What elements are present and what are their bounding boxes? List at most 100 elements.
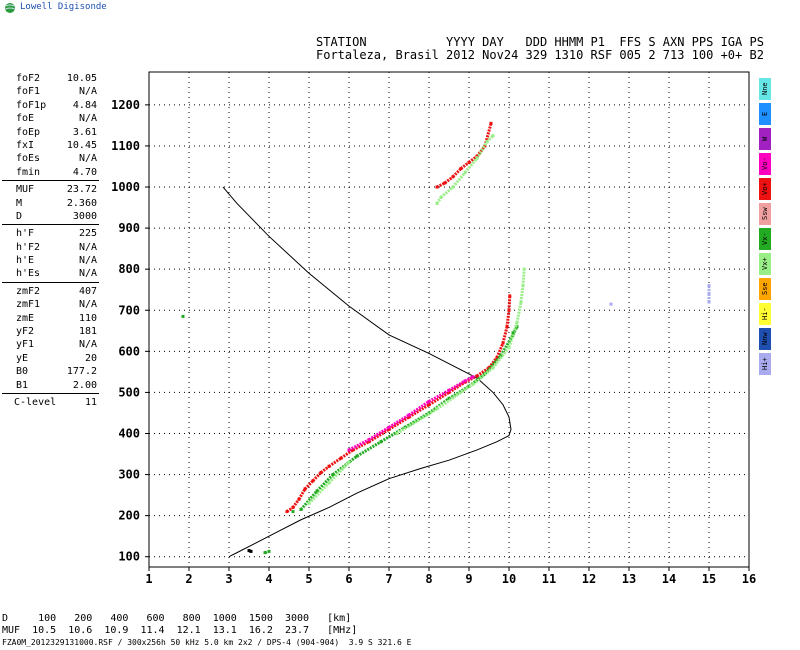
brand-logo: Lowell Digisonde <box>4 0 107 14</box>
param-row-foep: foEp 3.61 <box>2 126 99 139</box>
param-value: 10.45 <box>66 139 97 151</box>
echo-trace <box>264 549 270 555</box>
echo-trace <box>297 488 307 500</box>
x-tick-label: 15 <box>702 572 716 586</box>
param-row-h-f: h'F 225 <box>2 227 99 240</box>
param-value: 225 <box>78 228 97 240</box>
echo-trace <box>507 322 519 348</box>
param-name: h'F2 <box>16 241 41 253</box>
echo-trace <box>380 426 406 443</box>
param-row-yf2: yF2 181 <box>2 325 99 338</box>
legend-item-hiplus: Hi+ <box>759 353 771 375</box>
echo-trace <box>460 161 470 170</box>
echo-trace <box>444 175 454 185</box>
echo-trace <box>307 481 331 505</box>
param-value: N/A <box>78 153 97 165</box>
param-row-d: D 3000 <box>2 210 99 223</box>
param-row-zme: zmE 110 <box>2 312 99 325</box>
plot-frame <box>148 71 750 568</box>
echo-trace <box>327 461 351 484</box>
y-tick-label: 500 <box>118 385 140 399</box>
legend-item-ssw: Ssw <box>759 203 771 225</box>
param-name: yF1 <box>16 339 35 351</box>
x-tick-label: 5 <box>305 572 312 586</box>
echo-point <box>181 314 185 318</box>
param-row-h-f2: h'F2 N/A <box>2 241 99 254</box>
param-row-fof2: foF2 10.05 <box>2 72 99 85</box>
param-separator <box>2 392 99 394</box>
legend-item-w: W <box>759 128 771 150</box>
legend-label: Nnw <box>761 332 769 346</box>
y-tick-label: 900 <box>118 221 140 235</box>
param-row-b0: B0 177.2 <box>2 365 99 378</box>
y-tick-label: 300 <box>118 468 140 482</box>
param-name: h'E <box>16 255 35 267</box>
echo-trace <box>248 549 252 553</box>
legend-item-voplus: Vo+ <box>759 178 771 200</box>
param-row-fmin: fmin 4.70 <box>2 166 99 179</box>
legend-item-nnw: Nnw <box>759 328 771 350</box>
param-name: MUF <box>16 184 35 196</box>
param-name: zmF1 <box>16 299 41 311</box>
echo-trace <box>468 155 478 164</box>
echo-trace <box>299 490 319 511</box>
echo-trace <box>440 185 454 199</box>
legend-label: Sse <box>761 282 769 296</box>
param-value: N/A <box>78 268 97 280</box>
param-value: N/A <box>78 86 97 98</box>
legend-label: Vx- <box>761 232 769 246</box>
echo-trace <box>448 380 466 394</box>
header-labels: STATION YYYY DAY DDD HHMM P1 FFS S AXN P… <box>316 35 764 49</box>
param-name: h'F <box>16 228 35 240</box>
param-row-muf: MUF 23.72 <box>2 183 99 196</box>
y-tick-label: 1000 <box>111 180 140 194</box>
echo-trace <box>505 310 511 327</box>
echo-trace <box>388 415 410 431</box>
x-tick-label: 13 <box>622 572 636 586</box>
y-tick-label: 600 <box>118 344 140 358</box>
echo-trace <box>507 295 512 311</box>
param-name: yF2 <box>16 326 35 338</box>
echo-point <box>471 375 475 379</box>
footer-file-info: FZA0M_2012329131000.RSF / 300x256h 50 kH… <box>2 638 412 647</box>
y-tick-label: 400 <box>118 426 140 440</box>
y-tick-label: 700 <box>118 303 140 317</box>
brand-name: Lowell Digisonde <box>20 2 107 12</box>
x-tick-label: 16 <box>742 572 756 586</box>
param-name: B0 <box>16 366 29 378</box>
echo-trace <box>303 479 315 490</box>
legend-label: W <box>761 136 769 142</box>
x-tick-label: 9 <box>465 572 472 586</box>
param-value: 177.2 <box>66 366 97 378</box>
echo-trace <box>428 391 450 407</box>
echo-trace <box>451 167 463 178</box>
param-name: zmF2 <box>16 285 41 297</box>
x-tick-label: 3 <box>225 572 232 586</box>
legend-item-vominus: Vo- <box>759 153 771 175</box>
echo-trace <box>436 181 446 189</box>
param-row-h-es: h'Es N/A <box>2 267 99 280</box>
param-row-m: M 2.360 <box>2 197 99 210</box>
legend-label: E <box>761 111 769 117</box>
echo-trace <box>368 426 390 441</box>
echo-trace <box>388 413 410 429</box>
param-row-foes: foEs N/A <box>2 152 99 165</box>
legend-label: Nne <box>761 82 769 96</box>
param-name: B1 <box>16 379 29 391</box>
legend-label: Ssw <box>761 207 769 221</box>
echo-trace <box>291 498 301 509</box>
echo-trace <box>472 366 494 386</box>
echo-trace <box>286 506 294 513</box>
legend-label: Vo+ <box>761 182 769 196</box>
echo-trace <box>348 438 370 452</box>
scaled-parameters: foF2 10.05 foF1 N/A foF1p 4.84 foE N/A foEp 3.61 f… <box>2 72 99 409</box>
legend-label: Hi+ <box>761 357 769 371</box>
param-name: foF1p <box>16 99 47 111</box>
param-value: N/A <box>78 241 97 253</box>
param-value: 4.84 <box>72 99 97 111</box>
param-row-foe: foE N/A <box>2 112 99 125</box>
echo-trace <box>448 384 470 400</box>
param-name: C-level <box>14 396 57 408</box>
param-row-h-e: h'E N/A <box>2 254 99 267</box>
param-value: 20 <box>84 352 97 364</box>
